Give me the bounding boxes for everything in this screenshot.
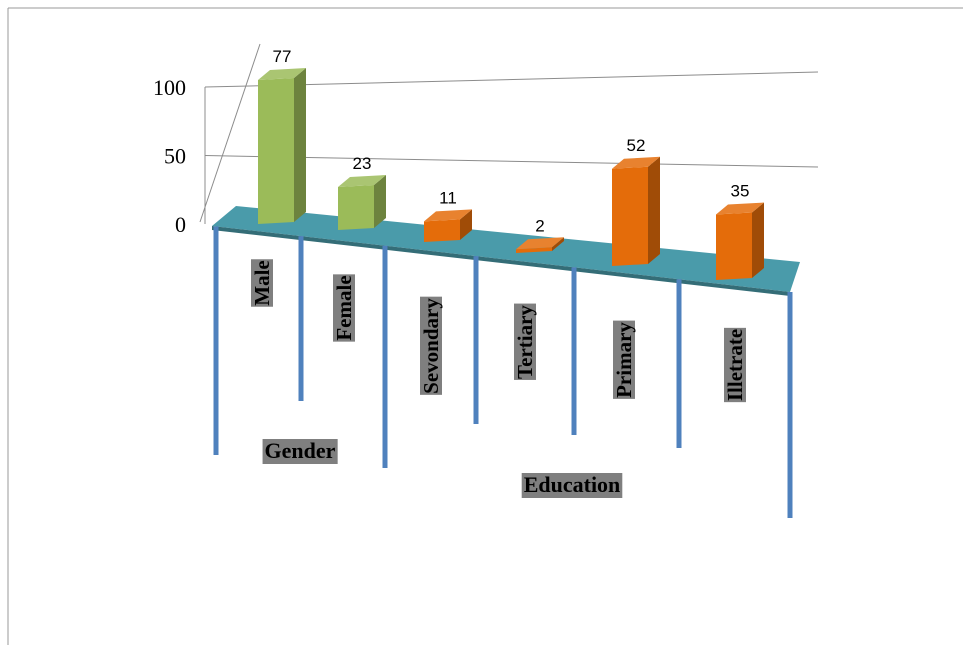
bar-primary (612, 156, 660, 266)
category-divider (571, 267, 577, 435)
svg-text:Male: Male (250, 260, 274, 305)
floor-edge (212, 226, 790, 296)
category-divider (676, 279, 682, 448)
category-divider (787, 292, 793, 518)
svg-text:Primary: Primary (612, 322, 636, 398)
data-label-illetrate: 35 (731, 182, 750, 201)
x-tick-female: Female (332, 274, 356, 342)
x-tick-illetrate: Illetrate (723, 327, 747, 403)
y-tick-label: 100 (153, 75, 186, 100)
svg-text:Female: Female (332, 275, 356, 340)
data-label-male: 77 (273, 47, 292, 66)
bar-female (338, 174, 386, 230)
gridline (204, 155, 819, 168)
category-divider (213, 226, 219, 455)
y-tick-label: 50 (164, 144, 186, 169)
gridlines (199, 43, 819, 224)
x-tick-male: Male (250, 259, 274, 307)
group-label-gender: Gender (262, 438, 338, 464)
svg-text:Education: Education (524, 472, 621, 497)
svg-text:Sevondary: Sevondary (419, 298, 443, 394)
x-tick-tertiary: Tertiary (513, 303, 537, 380)
gridline (204, 71, 819, 88)
category-labels: Male Female Sevondary Tertiary Primary Illetr… (250, 259, 747, 498)
x-tick-sevondary: Sevondary (419, 296, 443, 395)
data-label-primary: 52 (627, 136, 646, 155)
data-label-sevondary: 11 (439, 188, 457, 207)
group-label-education: Education (521, 472, 623, 498)
svg-text:Illetrate: Illetrate (723, 329, 747, 401)
category-divider (473, 256, 479, 424)
x-tick-primary: Primary (612, 320, 636, 399)
y-axis-line (199, 43, 261, 223)
y-axis: 0 50 100 (153, 75, 186, 237)
category-divider (298, 236, 304, 401)
bars: 77 23 11 2 52 35 (258, 47, 764, 280)
category-divider (382, 245, 388, 468)
bar-illetrate (716, 202, 764, 280)
bar-male (258, 68, 306, 224)
y-tick-label: 0 (175, 212, 186, 237)
svg-text:Gender: Gender (265, 438, 336, 463)
data-label-tertiary: 2 (535, 216, 544, 235)
chart-floor (212, 206, 800, 518)
bar-tertiary (516, 237, 564, 253)
svg-text:Tertiary: Tertiary (513, 305, 537, 379)
data-label-female: 23 (353, 154, 372, 173)
chart-border (7, 7, 963, 645)
bar-sevondary (424, 209, 472, 242)
